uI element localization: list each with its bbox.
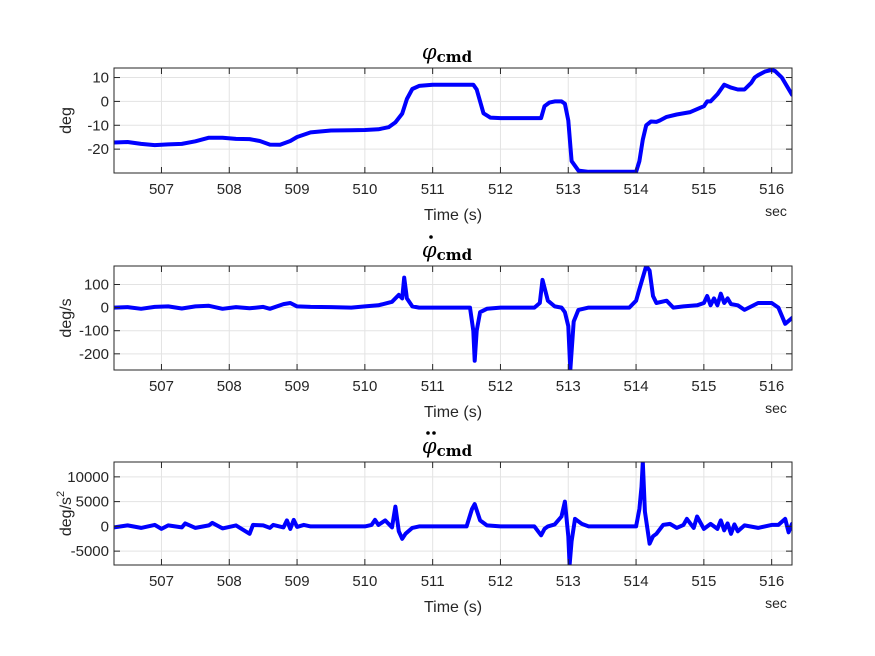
x-tick-label: 513 bbox=[556, 378, 581, 395]
title-symbol: φ bbox=[422, 238, 437, 262]
x-tick-label: 515 bbox=[691, 573, 716, 590]
x-tick-label: 511 bbox=[421, 378, 445, 395]
derivative-dot bbox=[429, 235, 433, 239]
y-tick-label: 0 bbox=[101, 93, 109, 110]
x-tick-label: 508 bbox=[217, 181, 242, 198]
plot-area bbox=[114, 462, 792, 565]
x-tick-label: 512 bbox=[488, 573, 513, 590]
x-tick-label: 509 bbox=[285, 181, 310, 198]
x-tick-label: 514 bbox=[624, 181, 649, 198]
subplot-title: φcmd bbox=[422, 238, 473, 264]
x-tick-label: 516 bbox=[759, 573, 784, 590]
y-tick-label: 0 bbox=[101, 300, 109, 317]
title-subscript: cmd bbox=[437, 246, 473, 264]
data-series-line bbox=[114, 462, 792, 565]
subplot-title: φcmd bbox=[422, 434, 473, 460]
subplot-title: φcmd bbox=[422, 40, 473, 66]
y-axis-label: deg bbox=[58, 107, 75, 134]
x-tick-label: 507 bbox=[149, 573, 174, 590]
y-tick-label: 0 bbox=[101, 518, 109, 535]
y-tick-label: 10000 bbox=[67, 469, 109, 486]
title-symbol: φ bbox=[422, 40, 437, 64]
x-tick-label: 514 bbox=[624, 573, 649, 590]
x-tick-label: 509 bbox=[285, 378, 310, 395]
x-tick-label: 512 bbox=[488, 181, 513, 198]
x-tick-label: 509 bbox=[285, 573, 310, 590]
x-tick-label: 511 bbox=[421, 181, 445, 198]
x-axis-unit: sec bbox=[765, 203, 787, 219]
x-axis-label: Time (s) bbox=[424, 207, 482, 224]
y-axis-label: deg/s2 bbox=[55, 491, 75, 536]
x-tick-label: 513 bbox=[556, 181, 581, 198]
data-series-line bbox=[114, 68, 792, 173]
x-tick-label: 516 bbox=[759, 378, 784, 395]
x-tick-label: 507 bbox=[149, 378, 174, 395]
x-tick-label: 512 bbox=[488, 378, 513, 395]
y-tick-label: -20 bbox=[87, 141, 109, 158]
x-tick-label: 515 bbox=[691, 378, 716, 395]
subplot-phi-ddot-cmd: 507 508 509 510 511 512 513 514 515 516 -5000 0 5000… bbox=[55, 431, 793, 616]
y-axis-label: deg/s bbox=[58, 298, 75, 337]
x-tick-label: 508 bbox=[217, 573, 242, 590]
x-axis-unit: sec bbox=[765, 400, 787, 416]
subplot-phi-cmd: 507 508 509 510 511 512 513 514 515 516 -20 -10 0 10 T… bbox=[58, 40, 793, 224]
x-tick-label: 510 bbox=[352, 573, 377, 590]
y-tick-label: -100 bbox=[79, 323, 109, 340]
x-tick-label: 507 bbox=[149, 181, 174, 198]
y-tick-label: -200 bbox=[79, 346, 109, 363]
derivative-dot bbox=[432, 431, 436, 435]
x-tick-label: 510 bbox=[352, 378, 377, 395]
derivative-dot bbox=[426, 431, 430, 435]
x-tick-label: 508 bbox=[217, 378, 242, 395]
axes-frame bbox=[113, 67, 793, 174]
subplot-phi-dot-cmd: 507 508 509 510 511 512 513 514 515 516 -200 -100 0 1… bbox=[58, 235, 793, 421]
y-tick-label: 5000 bbox=[76, 494, 109, 511]
data-series-line bbox=[114, 266, 792, 370]
x-tick-label: 510 bbox=[352, 181, 377, 198]
x-tick-label: 516 bbox=[759, 181, 784, 198]
x-tick-label: 513 bbox=[556, 573, 581, 590]
x-axis-label: Time (s) bbox=[424, 404, 482, 421]
title-subscript: cmd bbox=[437, 442, 473, 460]
x-axis-label: Time (s) bbox=[424, 599, 482, 616]
x-tick-label: 514 bbox=[624, 378, 649, 395]
axes-frame bbox=[113, 265, 793, 371]
y-tick-label: 100 bbox=[84, 276, 109, 293]
x-tick-label: 511 bbox=[421, 573, 445, 590]
x-tick-label: 515 bbox=[691, 181, 716, 198]
y-tick-label: 10 bbox=[92, 70, 109, 87]
title-symbol: φ bbox=[422, 434, 437, 458]
y-axis-label-superscript: 2 bbox=[55, 491, 67, 497]
x-axis-unit: sec bbox=[765, 595, 787, 611]
axes-frame bbox=[113, 461, 793, 566]
title-subscript: cmd bbox=[437, 48, 473, 66]
y-tick-label: -5000 bbox=[71, 543, 109, 560]
y-tick-label: -10 bbox=[87, 117, 109, 134]
plot-area bbox=[114, 266, 792, 370]
